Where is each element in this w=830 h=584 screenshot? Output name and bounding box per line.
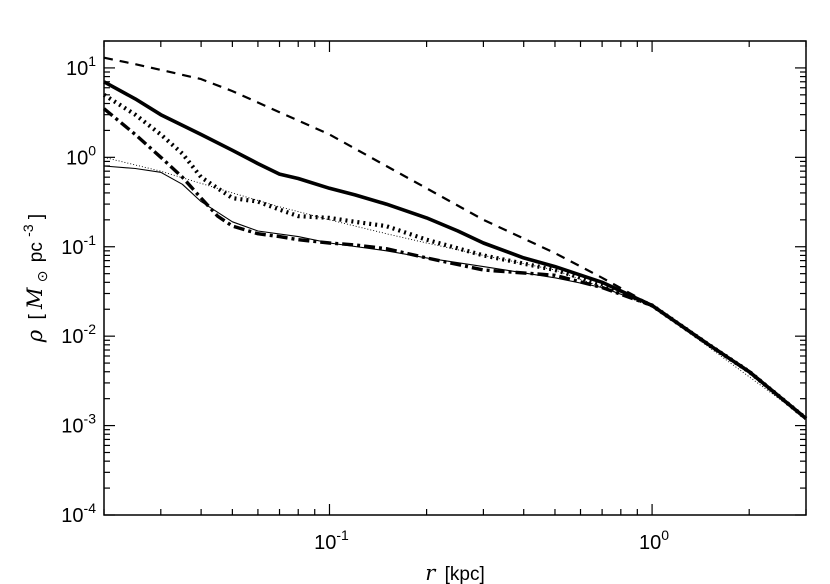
plot-frame	[103, 40, 807, 516]
y-tick-label-exponent: -4	[84, 500, 97, 516]
series-line-thick-solid	[103, 80, 808, 420]
x-axis-label: r [kpc]	[425, 561, 484, 584]
series-line-dotted	[102, 93, 808, 421]
y-tick-label: 101	[66, 53, 96, 80]
y-axis-exponent: -3	[20, 224, 36, 237]
x-tick-label-exponent: -1	[336, 527, 349, 543]
y-tick-label: 10-2	[61, 321, 96, 348]
y-tick-label-base: 10	[61, 416, 83, 438]
x-tick-label-base: 10	[314, 532, 336, 554]
y-tick-label: 10-3	[61, 411, 96, 438]
y-tick-label-exponent: 0	[88, 142, 96, 158]
y-axis-pc-unit: pc	[26, 242, 47, 262]
y-tick-label-base: 10	[61, 505, 83, 527]
tick-layer	[103, 40, 807, 516]
series-layer	[102, 56, 808, 421]
x-axis-symbol: r	[425, 561, 437, 584]
y-axis-sun-symbol: ⊙	[34, 270, 50, 282]
y-tick-label: 100	[66, 142, 96, 169]
y-axis-open-bracket: [	[26, 314, 47, 320]
series-line-thin-dotted	[103, 156, 807, 419]
y-tick-label-exponent: -2	[84, 321, 97, 337]
y-tick-label-exponent: -1	[84, 232, 97, 248]
y-tick-label-base: 10	[66, 147, 88, 169]
x-tick-label: 10-1	[314, 527, 349, 554]
y-tick-label: 10-4	[61, 500, 96, 527]
y-axis-mass-symbol: M	[23, 287, 47, 310]
y-axis-symbol: ρ	[23, 329, 47, 343]
x-tick-label-base: 10	[639, 532, 661, 554]
x-axis-unit: [kpc]	[445, 564, 485, 584]
y-tick-label-base: 10	[66, 58, 88, 80]
y-tick-label-exponent: 1	[88, 53, 96, 69]
y-tick-label: 10-1	[61, 232, 96, 259]
y-axis-close-bracket: ]	[26, 214, 47, 219]
y-tick-label-base: 10	[61, 237, 83, 259]
x-tick-label-exponent: 0	[661, 527, 669, 543]
series-line-dash-dot	[102, 107, 808, 420]
series-line-thin-solid	[103, 165, 807, 419]
series-line-dashed	[103, 56, 807, 420]
y-axis-label: ρ [ M ⊙ pc -3 ]	[17, 214, 52, 343]
x-tick-label: 100	[639, 527, 669, 554]
y-tick-label-base: 10	[61, 326, 83, 348]
y-tick-label-exponent: -3	[84, 411, 97, 427]
